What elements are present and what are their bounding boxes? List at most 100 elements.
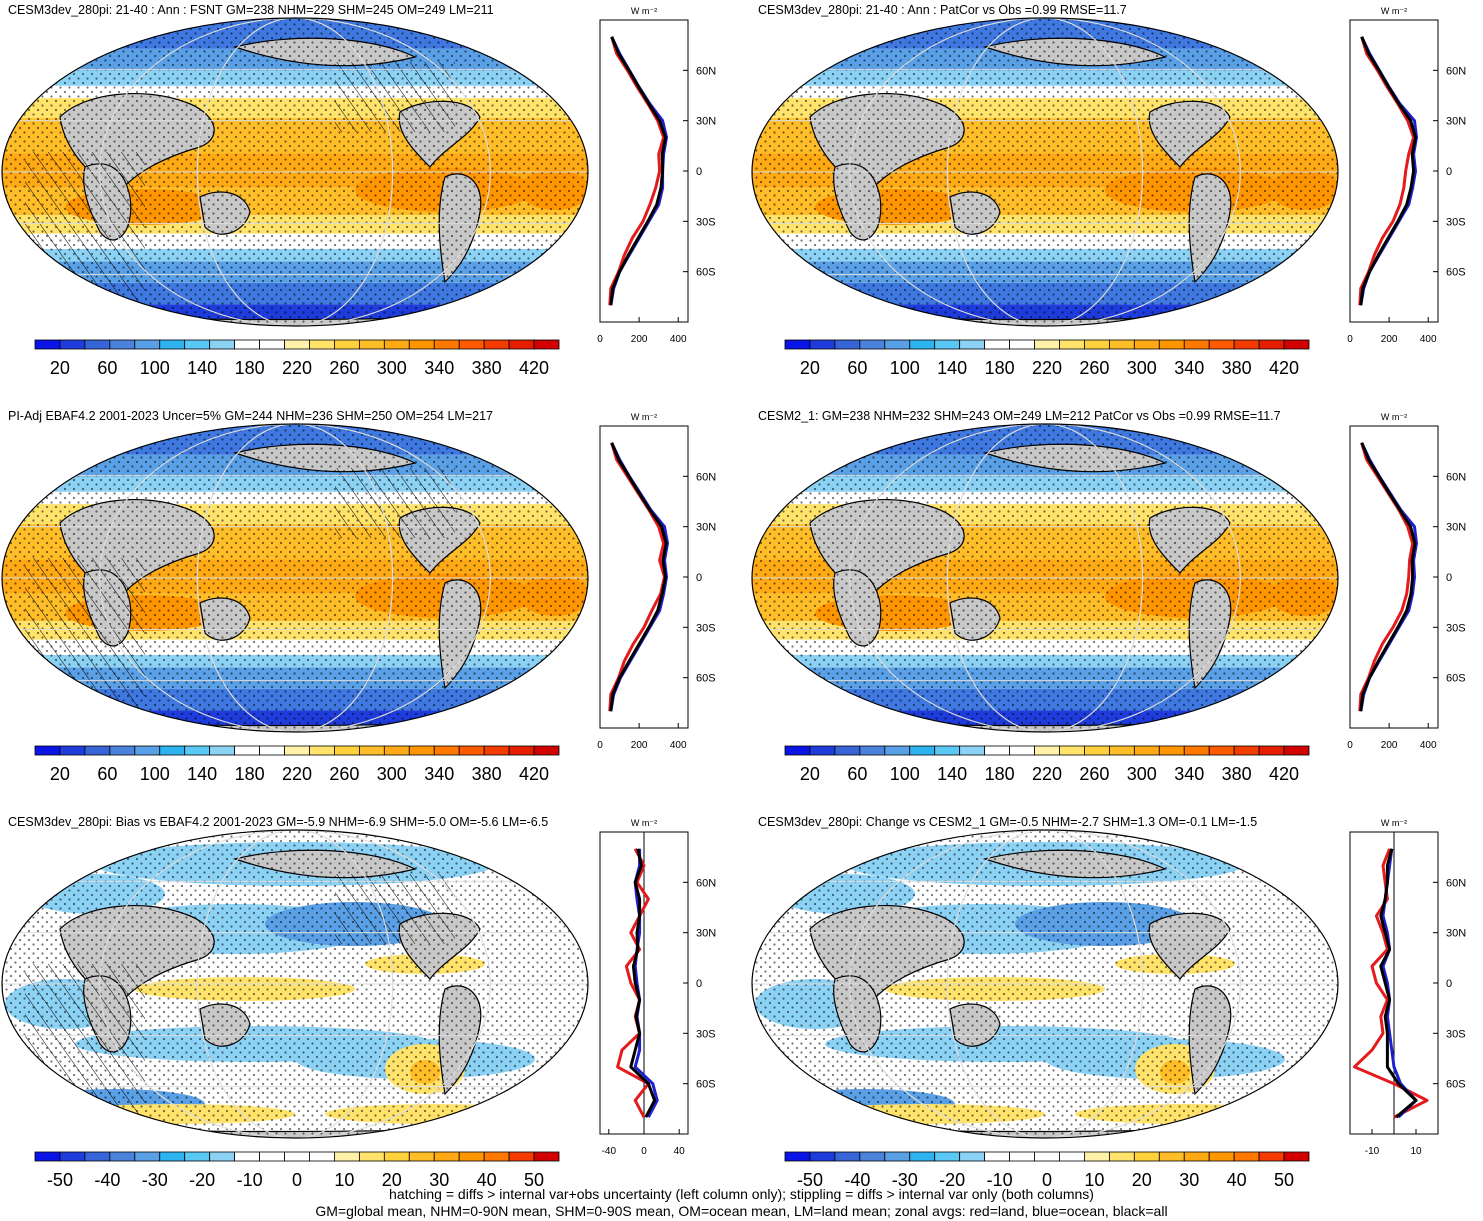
- colorbar-box: [134, 339, 161, 350]
- profile-ytick-label: 60N: [1446, 65, 1466, 77]
- profile-frame: [599, 19, 689, 323]
- colorbar-label: -40: [94, 1170, 120, 1190]
- colorbar-label: 300: [377, 764, 407, 784]
- colorbar-box: [234, 1151, 260, 1162]
- colorbar-label: 220: [282, 764, 312, 784]
- profile-ytick-label: 30N: [1446, 116, 1466, 128]
- colorbar-box: [209, 745, 236, 756]
- profile-ytick-label: 30S: [1446, 622, 1466, 634]
- colorbar-box: [809, 1151, 836, 1162]
- panel-6: CESM3dev_280pi: Change vs CESM2_1 GM=-0.…: [751, 815, 1466, 1190]
- colorbar-box: [934, 1151, 961, 1162]
- profile-xtick-label: 10: [1410, 1146, 1422, 1157]
- colorbar-label: -20: [939, 1170, 965, 1190]
- colorbar-label: 420: [1269, 764, 1299, 784]
- colorbar-box: [533, 339, 560, 350]
- colorbar-box: [109, 339, 136, 350]
- colorbar-box: [1233, 745, 1260, 756]
- colorbar-box: [408, 1151, 435, 1162]
- colorbar-label: 380: [472, 358, 502, 378]
- colorbar-label: 40: [477, 1170, 497, 1190]
- profile-ytick-label: 30N: [1446, 928, 1466, 940]
- colorbar-label: 340: [1174, 764, 1204, 784]
- colorbar-box: [1208, 339, 1235, 350]
- colorbar-box: [34, 339, 61, 350]
- colorbar-box: [84, 339, 111, 350]
- colorbar-label: 260: [329, 358, 359, 378]
- colorbar-box: [508, 339, 535, 350]
- profile-unit-label: W m⁻²: [631, 412, 657, 422]
- colorbar-box: [533, 1151, 560, 1162]
- profile-unit-label: W m⁻²: [1381, 818, 1407, 828]
- panel-title: CESM3dev_280pi: 21-40 : Ann : FSNT GM=23…: [8, 3, 494, 17]
- map-field: [752, 830, 1338, 1138]
- colorbar-label: 340: [424, 358, 454, 378]
- profile-series-all: [1379, 848, 1418, 1119]
- colorbar-label: 220: [282, 358, 312, 378]
- colorbar-label: -10: [987, 1170, 1013, 1190]
- colorbar-box: [934, 339, 961, 350]
- colorbar-label: 380: [1222, 764, 1252, 784]
- colorbar-box: [134, 1151, 161, 1162]
- colorbar-box: [284, 745, 310, 756]
- colorbar-box: [984, 339, 1010, 350]
- colorbar-box: [1059, 1151, 1085, 1162]
- colorbar-box: [784, 1151, 811, 1162]
- colorbar-box: [433, 339, 460, 350]
- colorbar-box: [1158, 1151, 1185, 1162]
- profile-ytick-label: 60S: [1446, 267, 1466, 279]
- panel-4: CESM2_1: GM=238 NHM=232 SHM=243 OM=249 L…: [751, 409, 1466, 784]
- colorbar-box: [1233, 339, 1260, 350]
- colorbar-box: [1283, 339, 1310, 350]
- colorbar-label: -10: [237, 1170, 263, 1190]
- colorbar-box: [1059, 339, 1085, 350]
- profile-series-ocean: [633, 848, 659, 1118]
- profile-unit-label: W m⁻²: [631, 818, 657, 828]
- profile-xtick-label: 0: [597, 334, 603, 345]
- colorbar-label: 20: [50, 764, 70, 784]
- panel-title: CESM3dev_280pi: Change vs CESM2_1 GM=-0.…: [758, 815, 1257, 829]
- colorbar-label: 140: [937, 358, 967, 378]
- footer-line-2: GM=global mean, NHM=0-90N mean, SHM=0-90…: [315, 1203, 1168, 1219]
- profile-xtick-label: 400: [1420, 334, 1437, 345]
- colorbar-box: [134, 745, 161, 756]
- colorbar-box: [284, 339, 310, 350]
- profile-xtick-label: 200: [631, 334, 648, 345]
- colorbar-box: [408, 745, 435, 756]
- colorbar-box: [1183, 339, 1210, 350]
- profile-unit-label: W m⁻²: [1381, 412, 1407, 422]
- colorbar-box: [1108, 339, 1135, 350]
- colorbar-label: 180: [985, 358, 1015, 378]
- profile-series-all: [609, 442, 668, 712]
- profile-frame: [1349, 19, 1439, 323]
- colorbar-box: [483, 339, 510, 350]
- panel-title: PI-Adj EBAF4.2 2001-2023 Uncer=5% GM=244…: [8, 409, 493, 423]
- colorbar-box: [284, 1151, 310, 1162]
- colorbar-label: 0: [1042, 1170, 1052, 1190]
- colorbar-box: [1158, 745, 1185, 756]
- colorbar-label: 20: [800, 764, 820, 784]
- profile-ytick-label: 30S: [696, 216, 716, 228]
- colorbar-box: [309, 1151, 335, 1162]
- colorbar-box: [1208, 745, 1235, 756]
- colorbar-box: [1133, 745, 1160, 756]
- colorbar-label: 180: [235, 764, 265, 784]
- profile-series-all: [1359, 36, 1417, 306]
- colorbar-label: 0: [292, 1170, 302, 1190]
- profile-ytick-label: 30N: [696, 522, 716, 534]
- colorbar-label: -40: [844, 1170, 870, 1190]
- colorbar-label: 220: [1032, 764, 1062, 784]
- colorbar-box: [259, 745, 285, 756]
- panel-2: CESM3dev_280pi: 21-40 : Ann : PatCor vs …: [751, 3, 1466, 378]
- profile-xtick-label: 200: [631, 740, 648, 751]
- colorbar-box: [909, 745, 936, 756]
- colorbar-box: [408, 339, 435, 350]
- colorbar-box: [884, 745, 911, 756]
- colorbar-box: [234, 745, 260, 756]
- profile-ytick-label: 60N: [1446, 471, 1466, 483]
- colorbar-box: [234, 339, 260, 350]
- colorbar-label: 60: [847, 764, 867, 784]
- profile-ytick-label: 30N: [1446, 522, 1466, 534]
- colorbar-label: 100: [140, 358, 170, 378]
- colorbar-box: [383, 745, 410, 756]
